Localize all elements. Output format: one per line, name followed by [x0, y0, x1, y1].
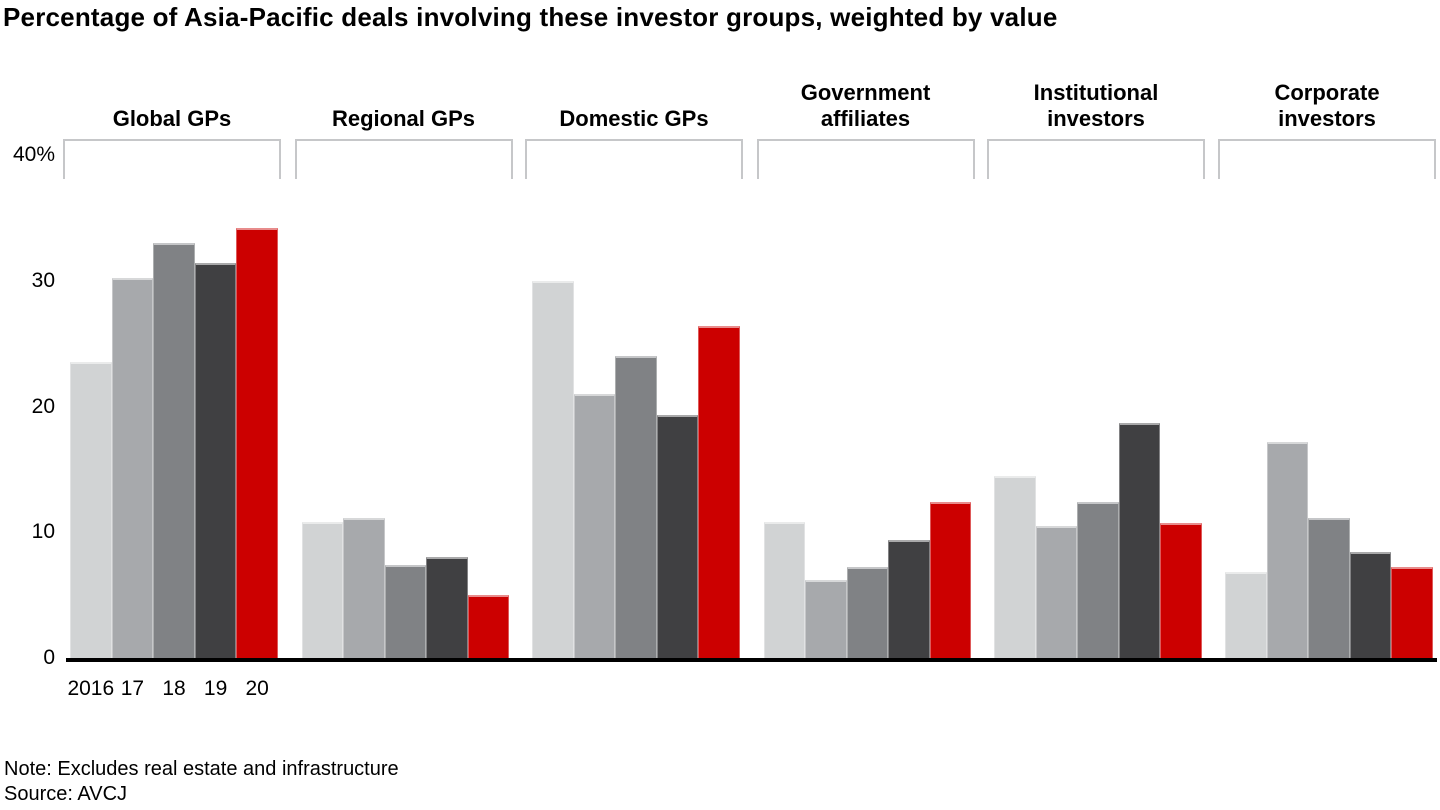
chart-title: Percentage of Asia-Pacific deals involvi… — [3, 2, 1058, 32]
group-label-domestic-gps: Domestic GPs — [504, 106, 764, 132]
bar-institutional-investors-19 — [1118, 422, 1161, 658]
y-tick-label-20: 20 — [31, 394, 55, 418]
group-bracket-global-gps — [63, 139, 281, 179]
bar-regional-gps-17 — [343, 518, 385, 658]
bar-global-gps-19 — [194, 263, 237, 658]
bar-corporate-investors-19 — [1349, 552, 1392, 658]
y-tick-label-10: 10 — [31, 520, 55, 544]
bar-government-affiliates-2016 — [763, 522, 806, 658]
bar-domestic-gps-18 — [615, 356, 657, 658]
group-label-line: Government — [800, 80, 931, 105]
bar-corporate-investors-18 — [1308, 518, 1350, 658]
bar-government-affiliates-17 — [805, 580, 847, 658]
group-label-line: affiliates — [820, 106, 911, 131]
group-bracket-institutional-investors — [987, 139, 1205, 179]
y-tick-label-30: 30 — [31, 268, 55, 292]
x-tick-label-18: 18 — [162, 677, 186, 700]
x-tick-label-17: 17 — [120, 677, 145, 700]
bar-global-gps-2016 — [70, 362, 112, 658]
group-label-global-gps: Global GPs — [42, 106, 302, 132]
bar-corporate-investors-20 — [1391, 567, 1433, 658]
bar-global-gps-17 — [111, 278, 154, 658]
group-label-corporate-investors: Corporate investors — [1197, 80, 1440, 132]
group-label-line: investors — [1278, 106, 1376, 131]
group-label-line: Corporate — [1274, 80, 1380, 105]
bar-regional-gps-20 — [467, 595, 510, 658]
bar-institutional-investors-2016 — [994, 475, 1036, 658]
group-label-line: investors — [1047, 106, 1145, 131]
group-label-line: Regional GPs — [331, 106, 476, 131]
group-label-government-affiliates: Government affiliates — [736, 80, 996, 132]
bar-institutional-investors-17 — [1035, 525, 1078, 658]
group-bracket-government-affiliates — [756, 139, 975, 179]
y-tick-label-0: 0 — [43, 646, 55, 669]
bar-corporate-investors-17 — [1266, 441, 1309, 658]
bar-regional-gps-2016 — [301, 522, 344, 658]
bar-domestic-gps-2016 — [532, 280, 574, 658]
x-tick-label-2016: 2016 — [67, 677, 115, 700]
group-bracket-corporate-investors — [1218, 139, 1436, 179]
chart-note: Note: Excludes real estate and infrastru… — [4, 758, 399, 780]
bar-institutional-investors-20 — [1160, 523, 1202, 658]
chart-footer: Note: Excludes real estate and infrastru… — [4, 757, 399, 807]
group-label-institutional-investors: Institutional investors — [966, 80, 1226, 132]
bar-government-affiliates-19 — [888, 539, 930, 658]
bar-domestic-gps-20 — [698, 326, 740, 658]
group-label-line: Institutional — [1033, 80, 1159, 105]
group-bracket-domestic-gps — [525, 139, 743, 179]
bar-global-gps-18 — [153, 243, 195, 658]
group-bracket-regional-gps — [294, 139, 513, 179]
x-tick-label-20: 20 — [245, 677, 269, 700]
bar-corporate-investors-2016 — [1225, 572, 1267, 658]
x-axis-line — [66, 658, 1437, 662]
group-label-regional-gps: Regional GPs — [274, 106, 534, 132]
bar-regional-gps-18 — [384, 564, 427, 658]
bar-institutional-investors-18 — [1077, 502, 1119, 658]
group-label-line: Global GPs — [112, 106, 232, 131]
bar-domestic-gps-19 — [656, 415, 699, 658]
group-label-line: Domestic GPs — [559, 106, 709, 131]
bar-domestic-gps-17 — [573, 393, 616, 658]
bar-global-gps-20 — [236, 227, 278, 658]
bar-government-affiliates-18 — [846, 567, 889, 658]
x-tick-label-19: 19 — [203, 677, 228, 700]
bar-government-affiliates-20 — [929, 502, 972, 658]
chart-source: Source: AVCJ — [4, 783, 128, 805]
bar-regional-gps-19 — [426, 557, 468, 658]
y-tick-label-40: 40% — [12, 143, 55, 166]
